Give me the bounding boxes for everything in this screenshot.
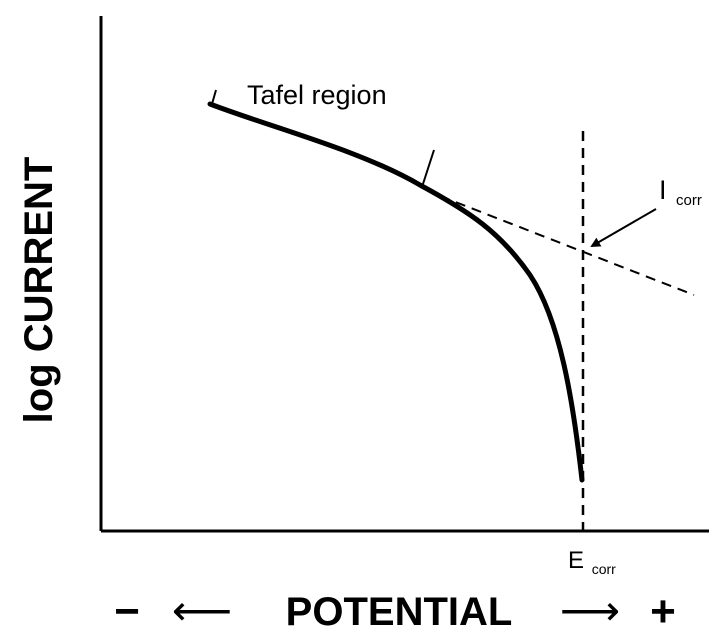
y-axis-label: log CURRENT	[17, 157, 61, 424]
tafel-region-end-tick	[421, 149, 435, 188]
negative-sign: −	[114, 587, 140, 636]
left-arrow-icon: ⟵	[172, 587, 232, 634]
ecorr-subscript: corr	[592, 561, 616, 577]
tafel-extrapolation-line	[439, 195, 695, 296]
tafel-region-label: Tafel region	[247, 80, 387, 110]
x-axis-label: POTENTIAL	[286, 590, 513, 634]
right-arrow-icon: ⟶	[560, 587, 620, 634]
polarization-curve	[207, 101, 585, 483]
icorr-pointer-arrow	[590, 208, 657, 248]
icorr-main: I	[659, 175, 667, 205]
icorr-label: I corr	[659, 175, 702, 209]
icorr-subscript: corr	[676, 192, 702, 209]
ecorr-label: E corr	[568, 547, 616, 577]
positive-sign: +	[650, 587, 676, 636]
tafel-region-start-tick	[211, 89, 217, 105]
ecorr-main: E	[568, 547, 584, 574]
